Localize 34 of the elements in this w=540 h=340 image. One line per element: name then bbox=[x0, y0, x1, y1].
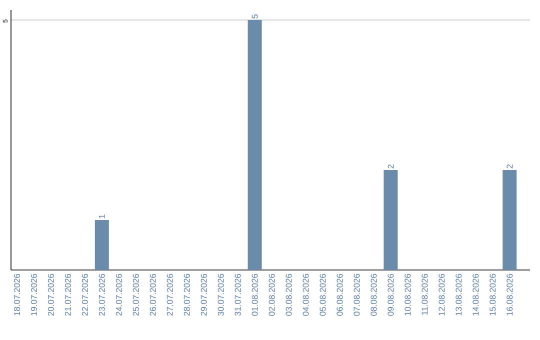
x-tick-label: 19.07.2026 bbox=[30, 274, 37, 316]
x-tick-label: 03.08.2026 bbox=[286, 274, 292, 316]
x-tick-label: 23.07.2026 bbox=[98, 274, 105, 316]
x-tick-label: 11.08.2026 bbox=[422, 274, 428, 315]
x-tick-label: 27.07.2026 bbox=[166, 274, 173, 316]
x-tick-label: 24.07.2026 bbox=[116, 274, 122, 316]
data-label: 5 bbox=[252, 14, 258, 18]
x-tick-label: 12.08.2026 bbox=[438, 274, 445, 316]
x-tick-label: 30.07.2026 bbox=[218, 274, 224, 316]
x-tick-label: 25.07.2026 bbox=[132, 274, 139, 316]
x-tick-label: 18.07.2026 bbox=[14, 274, 20, 316]
x-tick-label: 28.07.2026 bbox=[184, 274, 190, 316]
x-tick-label: 22.07.2026 bbox=[82, 274, 88, 316]
x-tick-label: 10.08.2026 bbox=[404, 274, 411, 316]
x-tick-label: 09.08.2026 bbox=[388, 274, 394, 316]
x-tick-label: 01.08.2026 bbox=[252, 274, 258, 316]
x-tick-label: 15.08.2026 bbox=[490, 274, 496, 316]
x-tick-label: 02.08.2026 bbox=[268, 274, 275, 316]
x-tick-label: 31.07.2026 bbox=[234, 274, 241, 316]
x-tick-label: 05.08.2026 bbox=[320, 274, 326, 316]
x-tick-label: 08.08.2026 bbox=[370, 274, 377, 316]
x-tick-label: 06.08.2026 bbox=[336, 274, 343, 316]
x-tick-label: 21.07.2026 bbox=[64, 274, 71, 316]
x-tick-label: 20.07.2026 bbox=[48, 274, 54, 316]
x-tick-label: 13.08.2026 bbox=[456, 274, 462, 316]
x-tick-label: 26.07.2026 bbox=[150, 274, 156, 316]
x-tick-label: 16.08.2026 bbox=[506, 274, 513, 316]
data-label: 2 bbox=[388, 164, 394, 168]
x-tick-label: 14.08.2026 bbox=[472, 274, 479, 316]
data-label: 2 bbox=[506, 164, 513, 168]
x-tick-label: 04.08.2026 bbox=[302, 274, 309, 316]
x-tick-label: 29.07.2026 bbox=[200, 274, 207, 316]
data-label: 1 bbox=[98, 214, 105, 218]
x-tick-label: 07.08.2026 bbox=[354, 274, 360, 316]
